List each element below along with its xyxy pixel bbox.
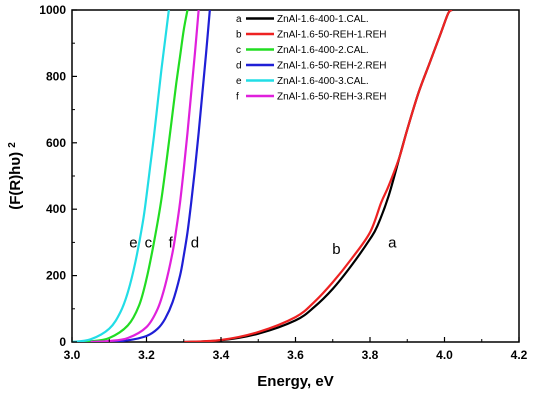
y-axis-title-main: (F(R)hυ)	[7, 152, 24, 210]
y-tick-label: 1000	[39, 3, 66, 17]
legend-label: ZnAl-1.6-400-1.CAL.	[277, 14, 369, 25]
series-line-d	[90, 10, 211, 342]
y-tick-label: 200	[46, 269, 66, 283]
legend-tag: a	[236, 14, 242, 25]
axes: 3.0 3.2 3.4 3.6 3.8 4.0 4.2 0 200 400 600 800 1000	[39, 3, 527, 362]
legend-tag: d	[236, 61, 242, 72]
curve-annotation: f	[169, 234, 174, 251]
y-axis-title: (F(R)hυ) 2	[7, 142, 25, 210]
x-tick-label: 3.4	[213, 348, 230, 362]
legend-tag: f	[236, 92, 239, 103]
curve-annotation: c	[145, 234, 153, 251]
series-line-f	[90, 10, 200, 342]
x-tick-label: 3.8	[362, 348, 379, 362]
curve-annotation: d	[191, 234, 199, 251]
x-tick-label: 3.0	[64, 348, 81, 362]
y-tick-label: 400	[46, 202, 66, 216]
y-tick-label: 0	[59, 335, 66, 349]
x-tick-label: 4.0	[436, 348, 453, 362]
legend-label: ZnAl-1.6-50-REH-3.REH	[277, 92, 386, 103]
x-tick-label: 3.6	[287, 348, 304, 362]
y-tick-label: 600	[46, 136, 66, 150]
legend-label: ZnAl-1.6-400-3.CAL.	[277, 76, 369, 87]
y-tick-label: 800	[46, 69, 66, 83]
curve-annotation: e	[129, 234, 137, 251]
legend-label: ZnAl-1.6-400-2.CAL.	[277, 45, 369, 56]
legend-tag: c	[236, 45, 241, 56]
y-axis-title-superscript: 2	[7, 142, 18, 148]
x-tick-label: 3.2	[138, 348, 155, 362]
series-group	[72, 10, 453, 342]
x-axis-title: Energy, eV	[257, 373, 333, 390]
series-line-b	[183, 10, 453, 342]
legend-tag: e	[236, 76, 242, 87]
series-line-e	[72, 10, 170, 342]
x-tick-label: 4.2	[511, 348, 528, 362]
legend-label: ZnAl-1.6-50-REH-1.REH	[277, 30, 386, 41]
series-line-c	[72, 10, 189, 342]
legend-tag: b	[236, 30, 242, 41]
legend: a ZnAl-1.6-400-1.CAL. b ZnAl-1.6-50-REH-1.R…	[236, 14, 386, 103]
curve-annotation: b	[332, 241, 340, 258]
curve-annotation: a	[388, 234, 397, 251]
legend-label: ZnAl-1.6-50-REH-2.REH	[277, 61, 386, 72]
